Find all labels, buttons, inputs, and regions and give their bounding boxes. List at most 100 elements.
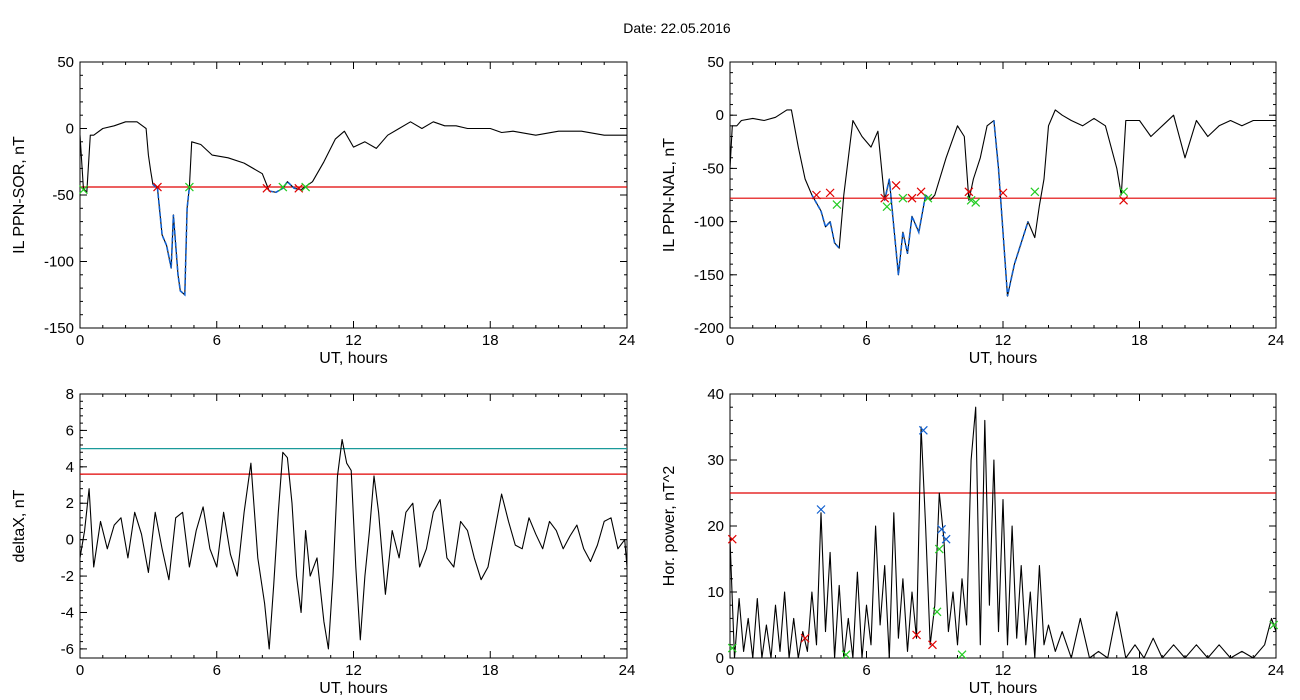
x-axis-label: UT, hours (969, 350, 1037, 367)
y-tick-label: 0 (716, 107, 724, 124)
x-tick-label: 12 (345, 332, 362, 349)
y-tick-label: -50 (52, 187, 74, 204)
y-tick-label: -200 (694, 320, 724, 337)
y-tick-label: -4 (61, 604, 74, 621)
marker-red (825, 188, 835, 198)
y-tick-label: -50 (702, 160, 724, 177)
marker-green (78, 185, 88, 195)
marker-green (1269, 620, 1279, 630)
x-axis-label: UT, hours (319, 350, 387, 367)
x-tick-label: 12 (995, 332, 1012, 349)
y-axis-label: IL PPN-SOR, nT (11, 136, 28, 254)
y-tick-label: -2 (61, 568, 74, 585)
y-tick-label: -100 (694, 214, 724, 231)
y-axis-label: Hor. power, nT^2 (661, 466, 678, 587)
x-tick-label: 12 (995, 662, 1012, 679)
marker-green (832, 200, 842, 210)
x-tick-label: 6 (862, 662, 870, 679)
marker-green (882, 202, 892, 212)
x-tick-label: 24 (1268, 332, 1285, 349)
x-tick-label: 18 (1131, 332, 1148, 349)
y-tick-label: 4 (66, 459, 74, 476)
y-tick-label: 30 (707, 452, 724, 469)
x-tick-label: 24 (619, 332, 636, 349)
y-tick-label: -150 (44, 320, 74, 337)
series-line (729, 406, 1277, 659)
marker-green (1119, 187, 1128, 197)
marker-green (971, 198, 981, 207)
marker-green (1030, 187, 1040, 197)
x-axis-label: UT, hours (319, 680, 387, 697)
x-tick-label: 6 (213, 662, 221, 679)
marker-red (928, 640, 937, 650)
y-tick-label: -6 (61, 641, 74, 658)
x-axis-label: UT, hours (969, 680, 1037, 697)
x-tick-label: 18 (1131, 662, 1148, 679)
marker-red (727, 534, 737, 544)
x-tick-label: 18 (482, 332, 499, 349)
y-tick-label: 0 (716, 650, 724, 667)
marker-red (964, 187, 974, 197)
chart-title: Date: 22.05.2016 (623, 20, 731, 36)
y-tick-label: 50 (707, 54, 724, 71)
marker-red (880, 193, 890, 203)
marker-blue (937, 524, 946, 534)
y-tick-label: 20 (707, 518, 724, 535)
y-tick-label: 6 (66, 422, 74, 439)
marker-blue (918, 425, 928, 435)
marker-red (891, 180, 901, 190)
series-line (79, 121, 627, 296)
y-tick-label: -150 (694, 267, 724, 284)
marker-red (912, 630, 921, 640)
marker-green (966, 195, 976, 205)
x-tick-label: 18 (482, 662, 499, 679)
highlight-segment (883, 178, 931, 275)
marker-green (278, 182, 288, 192)
y-tick-label: 50 (57, 54, 74, 71)
series-line (729, 109, 1276, 297)
y-axis-label: IL PPN-NAL, nT (661, 138, 678, 252)
marker-red (812, 190, 821, 200)
marker-red (294, 183, 304, 193)
marker-green (957, 650, 967, 660)
marker-blue (816, 505, 826, 514)
marker-red (800, 633, 810, 643)
x-tick-label: 0 (76, 332, 84, 349)
series-line (79, 438, 628, 650)
panel-deltax: 0 6 12 18 24 8 6 4 2 0 -2 -4 -6 UT, hours deltaX, nT (11, 386, 635, 697)
highlight-segment (811, 194, 840, 249)
marker-red (153, 182, 162, 192)
marker-blue (941, 534, 951, 544)
x-tick-label: 6 (213, 332, 221, 349)
marker-green (934, 544, 944, 554)
marker-red (907, 193, 917, 203)
y-tick-label: 10 (707, 584, 724, 601)
x-tick-label: 6 (862, 332, 870, 349)
x-tick-label: 0 (726, 662, 734, 679)
highlight-segment (993, 120, 1029, 297)
x-tick-label: 12 (345, 662, 362, 679)
marker-green (932, 607, 942, 617)
panel-power: 0 6 12 18 24 40 30 20 10 0 UT, hours Hor. power, nT… (661, 386, 1284, 697)
marker-green (301, 182, 311, 192)
x-tick-label: 0 (76, 662, 84, 679)
y-tick-label: 8 (66, 386, 74, 403)
plot-frame (79, 61, 628, 329)
marker-green (898, 193, 908, 203)
y-tick-label: -100 (44, 254, 74, 271)
marker-red (1119, 195, 1128, 205)
marker-red (262, 183, 272, 193)
y-tick-label: 2 (66, 495, 74, 512)
y-tick-label: 0 (66, 532, 74, 549)
plot-frame (729, 393, 1277, 659)
x-tick-label: 24 (1268, 662, 1285, 679)
highlight-segment (152, 183, 191, 297)
marker-green (184, 182, 194, 192)
y-tick-label: 0 (66, 121, 74, 138)
marker-green (841, 650, 851, 660)
marker-green (727, 643, 737, 653)
marker-red (998, 188, 1008, 198)
panel-nal: 0 6 12 18 24 50 0 -50 -100 -150 -200 UT, hours IL PP… (661, 54, 1284, 367)
x-tick-label: 24 (619, 662, 636, 679)
